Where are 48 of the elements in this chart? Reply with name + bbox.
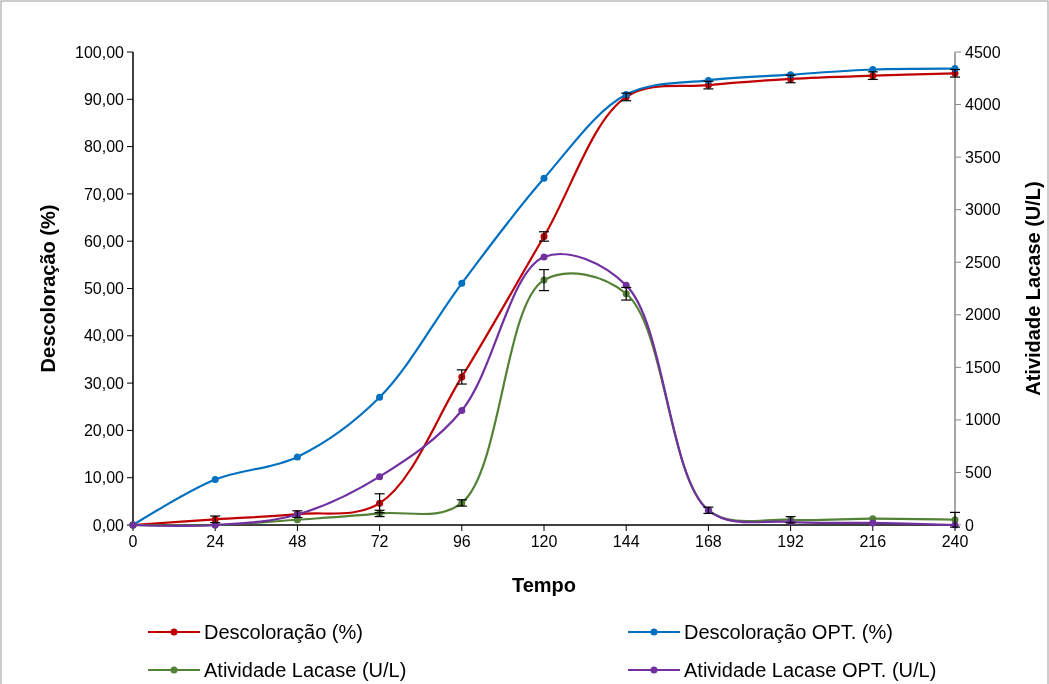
y2-tick-label: 0	[965, 516, 974, 534]
legend-label: Atividade Lacase (U/L)	[204, 659, 407, 681]
point	[376, 393, 384, 401]
x-tick-label: 24	[206, 533, 225, 550]
y2-tick-label: 1500	[965, 358, 1001, 376]
legend-label: Atividade Lacase OPT. (U/L)	[684, 659, 937, 681]
point	[293, 453, 301, 461]
x-tick-label: 48	[288, 533, 307, 550]
x-axis-title: Tempo	[511, 574, 577, 596]
y-tick-label: 50,00	[83, 280, 125, 298]
x-tick-label: 240	[941, 533, 969, 550]
y-tick-label: 90,00	[83, 90, 125, 108]
y2-tick-label: 3500	[965, 148, 1001, 166]
legend-label: Descoloração OPT. (%)	[684, 621, 893, 643]
y2-tick-label: 3000	[965, 201, 1001, 219]
point	[458, 406, 466, 414]
y-tick-label: 80,00	[83, 138, 125, 156]
x-tick-label: 0	[128, 533, 138, 550]
x-tick-label: 144	[612, 533, 640, 550]
y2-tick-label: 2000	[965, 306, 1001, 324]
x-tick-label: 168	[695, 533, 722, 550]
y2-tick-label: 4000	[965, 96, 1001, 114]
point	[540, 174, 548, 182]
y-tick-label: 20,00	[83, 422, 125, 439]
y-tick-label: 0,00	[92, 516, 125, 534]
y-tick-label: 40,00	[83, 327, 125, 345]
y-tick-label: 70,00	[83, 185, 125, 203]
y2-tick-label: 4500	[965, 43, 1001, 61]
y-tick-label: 30,00	[83, 374, 125, 392]
y-tick-label: 60,00	[83, 232, 125, 250]
point	[458, 279, 466, 287]
y2-tick-label: 500	[965, 464, 992, 482]
y-tick-label: 100,00	[75, 43, 125, 61]
point	[211, 476, 219, 484]
point	[869, 519, 877, 527]
x-tick-label: 216	[859, 533, 887, 550]
point	[376, 473, 384, 481]
x-tick-label: 96	[452, 533, 471, 550]
y2-tick-label: 1000	[965, 411, 1001, 429]
x-tick-label: 72	[370, 533, 389, 550]
y2-axis-title: Atividade Lacase (U/L)	[1022, 181, 1044, 396]
y-tick-label: 10,00	[83, 469, 125, 487]
y2-tick-label: 2500	[965, 253, 1001, 271]
x-tick-label: 120	[530, 533, 558, 550]
legend-label: Descoloração (%)	[204, 621, 363, 643]
x-tick-label: 192	[777, 533, 805, 550]
y-axis-title: Descoloração (%)	[37, 204, 59, 373]
point	[540, 253, 548, 261]
